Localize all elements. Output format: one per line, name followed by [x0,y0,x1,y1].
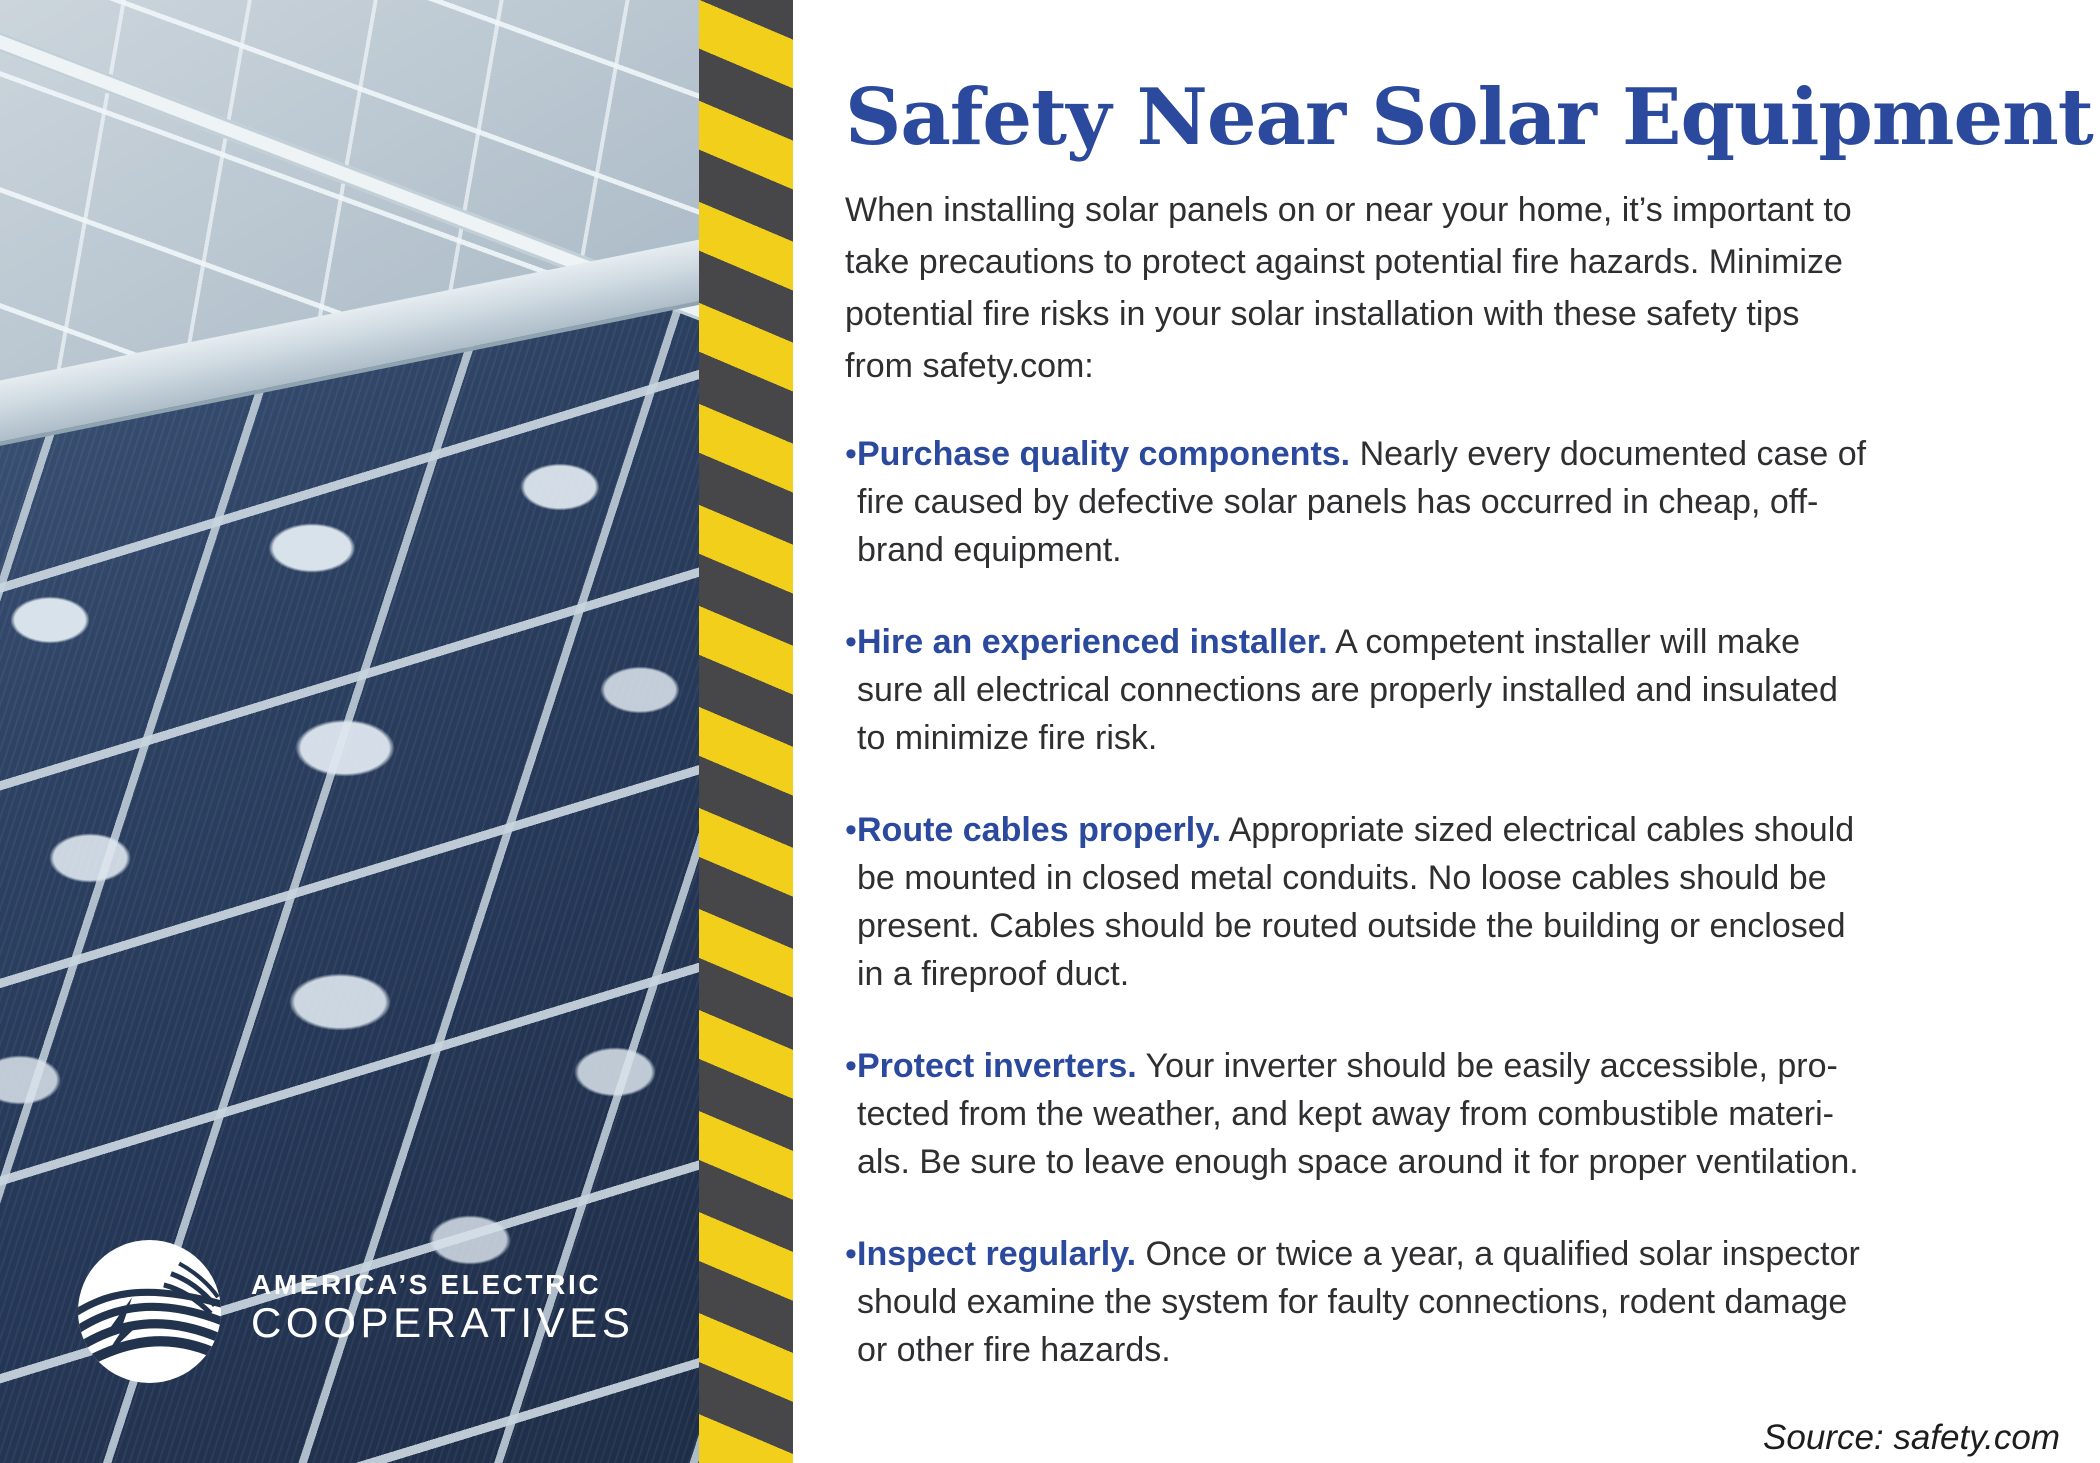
tip-lead: Protect inverters. [857,1047,1137,1086]
tip-body: A competent installer will make sure all… [857,623,1838,758]
bullet-dot: • [845,435,857,474]
tip-lead: Route cables properly. [857,811,1222,850]
safety-tips-list: •Purchase quality components. Nearly eve… [845,430,2060,1374]
panel-frame-rail [0,238,699,448]
tip-lead: Purchase quality components. [857,435,1351,474]
list-item: •Route cables properly. Appropriate size… [845,806,2060,998]
tip-body: Your inverter should be easily accessibl… [857,1047,1859,1182]
wordmark-line2: COOPERATIVES [251,1299,635,1346]
intro-paragraph: When installing solar panels on or near … [845,191,1852,386]
bullet-dot: • [845,623,857,662]
list-item: •Hire an experienced installer. A compet… [845,618,2060,762]
tip-body: Once or twice a year, a qualified solar … [857,1235,1860,1370]
hazard-stripe-divider [699,0,793,1463]
electric-cooperatives-logo-icon [78,1240,221,1383]
list-item: •Inspect regularly. Once or twice a year… [845,1230,2060,1374]
list-item: •Purchase quality components. Nearly eve… [845,430,2060,574]
list-item: •Protect inverters. Your inverter should… [845,1042,2060,1186]
content-panel: Safety Near Solar Equipment When install… [793,0,2100,1463]
tip-body: Nearly every documented case of fire cau… [857,435,1867,570]
tip-lead: Hire an experienced installer. [857,623,1328,662]
cooperative-wordmark: AMERICA’S ELECTRIC COOPERATIVES [251,1270,635,1345]
bullet-dot: • [845,1047,857,1086]
wordmark-line1: AMERICA’S ELECTRIC [251,1269,602,1300]
bullet-dot: • [845,1235,857,1274]
bullet-dot: • [845,811,857,850]
solar-panels-photo: AMERICA’S ELECTRIC COOPERATIVES [0,0,699,1463]
tip-body: Appropriate sized electrical cables shou… [857,811,1855,994]
source-credit: Source: safety.com [1763,1418,2060,1458]
tip-lead: Inspect regularly. [857,1235,1137,1274]
page-title: Safety Near Solar Equipment [845,72,2094,163]
